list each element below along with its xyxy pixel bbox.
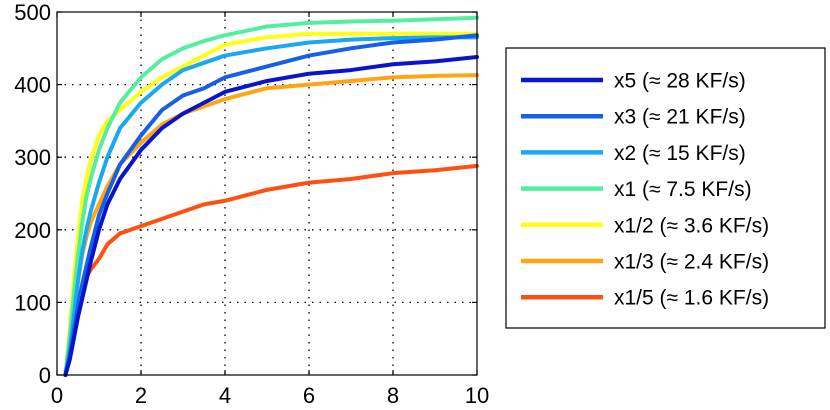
- y-tick-label: 100: [14, 290, 51, 315]
- legend-label-7: x1/5 (≈ 1.6 KF/s): [614, 287, 769, 310]
- x-tick-label: 6: [303, 383, 315, 408]
- legend-items: x5 (≈ 28 KF/s) x3 (≈ 21 KF/s) x2 (≈ 15 KF/…: [521, 70, 769, 310]
- y-tick-label: 0: [39, 363, 51, 388]
- y-tick-label: 400: [14, 73, 51, 98]
- series-line-2: [63, 33, 479, 377]
- series-lines: [63, 15, 479, 377]
- legend-label-3: x2 (≈ 15 KF/s): [614, 142, 746, 165]
- plot-frame: [56, 11, 478, 376]
- x-tick-label: 10: [465, 383, 489, 408]
- legend-label-2: x3 (≈ 21 KF/s): [614, 106, 746, 129]
- legend-label-4: x1 (≈ 7.5 KF/s): [614, 178, 752, 201]
- series-line-3: [63, 35, 479, 377]
- y-tick-label: 200: [14, 218, 51, 243]
- series-line-1: [63, 55, 479, 377]
- legend: x5 (≈ 28 KF/s) x3 (≈ 21 KF/s) x2 (≈ 15 KF/…: [505, 47, 826, 329]
- x-tick-label: 8: [387, 383, 399, 408]
- legend-label-6: x1/3 (≈ 2.4 KF/s): [614, 251, 769, 274]
- legend-label-5: x1/2 (≈ 3.6 KF/s): [614, 214, 769, 237]
- y-tick-label: 500: [14, 0, 51, 25]
- x-tick-label: 0: [51, 383, 63, 408]
- y-tick-label: 300: [14, 145, 51, 170]
- series-line-4: [63, 15, 479, 377]
- x-tick-label: 2: [135, 383, 147, 408]
- x-tick-label: 4: [219, 383, 231, 408]
- series-line-5: [63, 31, 479, 377]
- plot-background: [57, 12, 477, 375]
- legend-label-1: x5 (≈ 28 KF/s): [614, 70, 746, 93]
